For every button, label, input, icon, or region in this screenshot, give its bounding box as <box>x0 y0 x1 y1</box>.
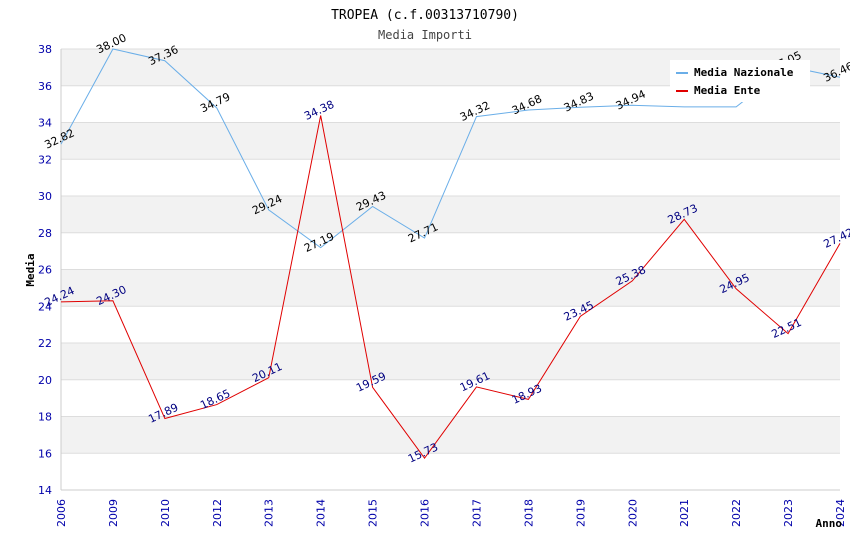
x-tick-label: 2016 <box>419 499 432 527</box>
x-tick-label: 2020 <box>626 499 639 527</box>
grid-bands <box>60 48 840 491</box>
y-tick-label: 16 <box>38 447 52 460</box>
y-tick-label: 22 <box>38 337 52 350</box>
x-tick-label: 2022 <box>730 499 743 527</box>
grid-band <box>61 379 840 417</box>
y-tick-label: 24 <box>38 300 52 313</box>
x-tick-label: 2019 <box>574 499 587 527</box>
x-tick-label: 2006 <box>55 499 68 527</box>
chart-subtitle: Media Importi <box>378 28 472 42</box>
grid-band <box>61 453 840 490</box>
y-tick-label: 26 <box>38 264 52 277</box>
x-tick-label: 2023 <box>782 499 795 527</box>
x-tick-label: 2012 <box>211 499 224 527</box>
x-tick-label: 2014 <box>315 499 328 527</box>
grid-band <box>61 232 840 270</box>
legend-label-media-nazionale: Media Nazionale <box>694 66 794 79</box>
legend: Media Nazionale Media Ente <box>670 60 810 102</box>
legend-label-media-ente: Media Ente <box>694 84 761 97</box>
chart-title: TROPEA (c.f.00313710790) <box>331 8 519 23</box>
y-tick-label: 30 <box>38 190 52 203</box>
grid-band <box>61 269 840 307</box>
x-tick-label: 2017 <box>470 499 483 527</box>
y-tick-label: 20 <box>38 374 52 387</box>
y-tick-label: 28 <box>38 227 52 240</box>
grid-band <box>61 343 840 380</box>
series-lines <box>60 48 841 460</box>
y-tick-label: 36 <box>38 80 52 93</box>
y-tick-label: 14 <box>38 484 52 497</box>
series-line-media-ente <box>60 115 841 460</box>
y-axis-ticks: 14 16 18 20 22 24 26 28 30 32 34 36 38 <box>38 43 52 497</box>
grid-band <box>61 122 840 160</box>
y-tick-label: 34 <box>38 117 52 130</box>
y-tick-label: 32 <box>38 153 52 166</box>
legend-box <box>670 60 810 102</box>
y-tick-label: 38 <box>38 43 52 56</box>
x-tick-label: 2024 <box>834 499 847 527</box>
grid-band <box>61 196 840 233</box>
x-tick-label: 2013 <box>263 499 276 527</box>
x-axis-ticks: 2006 2009 2010 2012 2013 2014 2015 2016 2017 2018… <box>55 499 847 527</box>
y-axis-label: Media <box>24 253 37 286</box>
x-axis-label: Anno <box>816 517 843 530</box>
x-tick-label: 2009 <box>107 499 120 527</box>
y-tick-label: 18 <box>38 411 52 424</box>
grid-band <box>61 306 840 343</box>
x-tick-label: 2010 <box>159 499 172 527</box>
x-tick-label: 2018 <box>522 499 535 527</box>
x-tick-label: 2021 <box>678 499 691 527</box>
series-line-media-nazionale <box>60 48 841 249</box>
x-tick-label: 2015 <box>367 499 380 527</box>
